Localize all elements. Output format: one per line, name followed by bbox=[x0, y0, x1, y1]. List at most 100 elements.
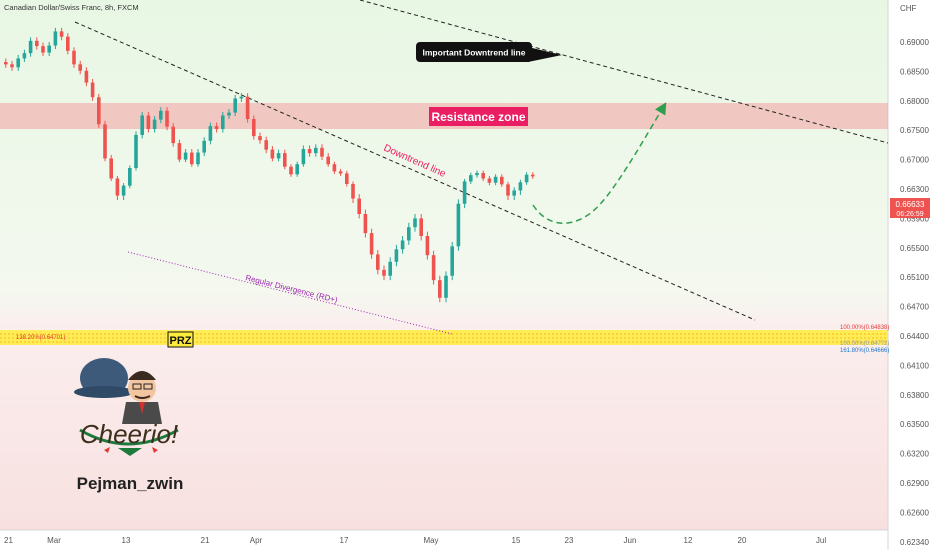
important-downtrend-line bbox=[359, 0, 889, 144]
time-tick-label: 23 bbox=[565, 536, 574, 545]
candle-body bbox=[221, 115, 225, 130]
candle-body bbox=[171, 126, 175, 144]
time-tick-label: 21 bbox=[4, 536, 13, 545]
price-tick-label: 0.64100 bbox=[900, 361, 929, 370]
candle-body bbox=[84, 70, 89, 83]
callout-box bbox=[416, 42, 532, 62]
price-tick-label: 0.62600 bbox=[900, 508, 929, 517]
candle-body bbox=[438, 280, 442, 298]
candle-body bbox=[481, 173, 485, 179]
author-name: Pejman_zwin bbox=[77, 474, 184, 493]
price-tick-label: 0.65500 bbox=[900, 244, 929, 253]
candle-body bbox=[140, 115, 144, 135]
candle-body bbox=[283, 153, 287, 167]
currency-label: CHF bbox=[900, 4, 917, 13]
price-tick-label: 0.66300 bbox=[900, 185, 929, 194]
price-axis[interactable]: 0.69000 0.68500 0.68000 0.67500 0.67000 0.663… bbox=[900, 38, 929, 547]
time-tick-label: Apr bbox=[250, 536, 263, 545]
candle-body bbox=[183, 152, 188, 160]
logo-wordmark: Cheerio! bbox=[80, 419, 178, 449]
price-tick-label: 0.65900 bbox=[900, 214, 929, 223]
candle-body bbox=[320, 147, 324, 157]
candle-body bbox=[270, 149, 275, 159]
candle-body bbox=[425, 236, 430, 256]
time-axis-panel bbox=[0, 530, 888, 550]
candle-body bbox=[28, 40, 33, 54]
candle-body bbox=[16, 58, 20, 68]
candle-body bbox=[4, 61, 8, 65]
candle-body bbox=[475, 173, 479, 176]
candle-body bbox=[245, 96, 250, 120]
candle-body bbox=[121, 185, 126, 196]
candle-body bbox=[35, 40, 39, 47]
price-tick-label: 0.63800 bbox=[900, 391, 929, 400]
candle-body bbox=[258, 136, 262, 141]
candle-body bbox=[10, 64, 14, 68]
candle-body bbox=[326, 156, 330, 165]
time-tick-label: 12 bbox=[684, 536, 693, 545]
candle-body bbox=[351, 183, 355, 199]
time-tick-label: 13 bbox=[122, 536, 131, 545]
current-price-tag: 0.66633 06:26:59 bbox=[890, 198, 930, 218]
author-logo: Cheerio! Pejman_zwin bbox=[74, 358, 183, 493]
candle-body bbox=[264, 140, 268, 150]
downtrend-line bbox=[74, 21, 756, 321]
candle-body bbox=[419, 218, 423, 237]
candle-body bbox=[345, 173, 349, 184]
candle-body bbox=[66, 36, 70, 51]
current-price: 0.66633 bbox=[896, 200, 925, 209]
bar-countdown: 06:26:59 bbox=[896, 211, 923, 218]
candle-body bbox=[382, 269, 386, 276]
candle-body bbox=[314, 147, 318, 154]
candle-body bbox=[376, 254, 380, 270]
candle-body bbox=[152, 119, 157, 130]
price-tick-label: 0.62900 bbox=[900, 479, 929, 488]
fib-label-138: 138.20%(0.64701) bbox=[16, 335, 65, 341]
candle-body bbox=[493, 176, 498, 183]
candle-body bbox=[109, 158, 113, 179]
candles-layer bbox=[4, 27, 535, 303]
candle-body bbox=[41, 46, 45, 53]
candle-body bbox=[128, 168, 132, 186]
time-tick-label: 17 bbox=[340, 536, 349, 545]
time-tick-label: May bbox=[423, 536, 438, 545]
time-tick-label: 21 bbox=[201, 536, 210, 545]
candle-body bbox=[103, 124, 107, 159]
candle-body bbox=[469, 175, 473, 182]
callout-label: Important Downtrend line bbox=[423, 48, 526, 58]
time-axis[interactable]: 21 Mar 13 21 Apr 17 May 15 23 Jun 12 20 Jul bbox=[4, 536, 826, 545]
candle-body bbox=[239, 96, 244, 99]
candle-body bbox=[214, 126, 219, 130]
candle-body bbox=[369, 233, 374, 255]
price-tick-label: 0.63500 bbox=[900, 420, 929, 429]
fib-label-100: 100.00%(0.64838) bbox=[840, 325, 889, 331]
price-tick-label: 0.68000 bbox=[900, 97, 929, 106]
prz-band bbox=[0, 330, 888, 345]
candle-body bbox=[78, 64, 82, 71]
candle-body bbox=[363, 213, 368, 234]
candle-body bbox=[72, 50, 76, 65]
candle-body bbox=[146, 115, 151, 130]
candle-body bbox=[400, 240, 405, 250]
candle-body bbox=[53, 31, 58, 46]
candle-body bbox=[307, 149, 312, 154]
candle-body bbox=[357, 198, 361, 214]
price-tick-label: 0.68500 bbox=[900, 67, 929, 76]
candle-body bbox=[208, 126, 213, 141]
candle-body bbox=[500, 176, 504, 185]
candle-body bbox=[295, 164, 299, 175]
candle-body bbox=[289, 166, 293, 175]
prz-label: PRZ bbox=[170, 335, 192, 347]
candle-body bbox=[196, 152, 200, 165]
candle-body bbox=[97, 97, 101, 125]
resistance-zone-label: Resistance zone bbox=[431, 110, 525, 124]
resistance-zone-label-box bbox=[429, 107, 528, 126]
candle-body bbox=[388, 261, 392, 276]
price-tick-label: 0.62340 bbox=[900, 538, 929, 547]
time-tick-label: 20 bbox=[738, 536, 747, 545]
candle-body bbox=[524, 174, 529, 183]
price-tick-label: 0.65100 bbox=[900, 273, 929, 282]
candle-body bbox=[444, 275, 448, 298]
